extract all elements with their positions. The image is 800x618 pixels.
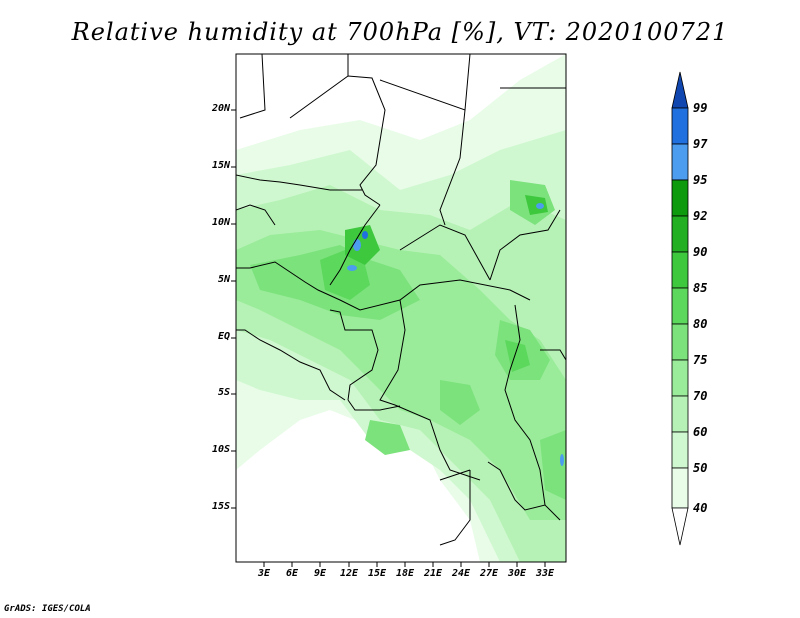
- lat-label: 15S: [211, 501, 230, 512]
- axis-ticks: [231, 109, 546, 567]
- plot-frame: [235, 53, 567, 563]
- lon-label: 6E: [285, 568, 299, 579]
- lat-label: 10S: [211, 444, 230, 455]
- lon-label: 18E: [395, 568, 415, 579]
- lon-label: 30E: [507, 568, 527, 579]
- colorbar-label: 40: [693, 501, 708, 515]
- lat-label: 15N: [211, 160, 230, 171]
- lon-label: 3E: [257, 568, 271, 579]
- lon-label: 15E: [367, 568, 387, 579]
- lat-label: EQ: [217, 331, 230, 342]
- colorbar-label: 75: [693, 353, 708, 367]
- colorbar-label: 92: [693, 209, 708, 223]
- colorbar-label: 97: [693, 137, 708, 151]
- lon-label: 33E: [535, 568, 555, 579]
- colorbar-label: 70: [693, 389, 708, 403]
- grads-credit: GrADS: IGES/COLA: [4, 604, 91, 614]
- lon-label: 12E: [339, 568, 359, 579]
- colorbar-label: 80: [693, 317, 708, 331]
- map-title: Relative humidity at 700hPa [%], VT: 202…: [71, 18, 729, 46]
- colorbar: [671, 71, 689, 546]
- lat-label: 5S: [217, 387, 230, 398]
- lon-label: 9E: [313, 568, 327, 579]
- lon-label: 24E: [451, 568, 471, 579]
- country-borders: [236, 54, 566, 546]
- lat-label: 20N: [211, 103, 230, 114]
- lat-label: 5N: [217, 274, 230, 285]
- colorbar-label: 50: [693, 461, 708, 475]
- colorbar-label: 60: [693, 425, 708, 439]
- colorbar-label: 90: [693, 245, 708, 259]
- lat-label: 10N: [211, 217, 230, 228]
- lon-label: 27E: [479, 568, 499, 579]
- colorbar-label: 85: [693, 281, 708, 295]
- colorbar-label: 99: [693, 101, 708, 115]
- lon-label: 21E: [423, 568, 443, 579]
- colorbar-label: 95: [693, 173, 708, 187]
